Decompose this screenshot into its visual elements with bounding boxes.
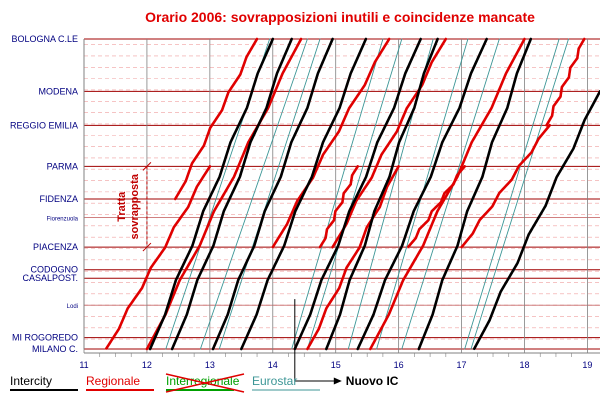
- x-tick-label-14: 14: [268, 360, 278, 370]
- station-label-mi-rogoredo: MI ROGOREDO: [12, 333, 78, 343]
- callout-arrowhead: [333, 377, 342, 385]
- eurostar-train-2: [218, 38, 321, 350]
- series-regionale: [104, 37, 586, 351]
- station-label-bologna-c-le: BOLOGNA C.LE: [11, 34, 78, 44]
- regionale-train-4: [331, 37, 448, 249]
- eurostar-train-4: [306, 38, 403, 350]
- station-label-casalpost: CASALPOST.: [22, 273, 78, 283]
- eurostar-train-9: [470, 38, 569, 350]
- legend-label-eurostar: Eurostar: [252, 374, 297, 388]
- station-label-parma: PARMA: [47, 161, 78, 171]
- annotations: Tratta sovrapposta Nuovo IC: [116, 162, 399, 388]
- intercity-train-7: [417, 37, 533, 351]
- intercity-train-0: [148, 37, 275, 351]
- hour-gridlines: [83, 39, 600, 354]
- intercity-train-5: [325, 37, 439, 351]
- x-tick-label-12: 12: [142, 360, 152, 370]
- overlap-label-tratta: Tratta: [116, 191, 128, 222]
- legend-strike-b: [165, 373, 245, 393]
- regionale-train-10: [406, 165, 466, 249]
- station-label-modena: MODENA: [38, 86, 78, 96]
- overlap-label-sovrapposta: sovrapposta: [129, 173, 141, 239]
- regionale-train-8: [460, 124, 551, 249]
- station-label-lodi: Lodi: [67, 304, 78, 310]
- legend-label-intercity: Intercity: [10, 374, 52, 388]
- intercity-train-3: [240, 37, 368, 351]
- x-tick-label-11: 11: [79, 360, 88, 370]
- station-label-fiorenzuola: Fiorenzuola: [47, 216, 79, 222]
- station-label-fidenza: FIDENZA: [39, 194, 78, 204]
- station-label-reggio-emilia: REGGIO EMILIA: [10, 120, 78, 130]
- overlap-bracket-top: [142, 162, 152, 171]
- station-labels: BOLOGNA C.LE MODENA REGGIO EMILIA PARMA FIDE…: [10, 34, 79, 354]
- legend: Intercity Regionale Interregionale Eurostar: [10, 373, 320, 393]
- intercity-train-6: [356, 37, 488, 351]
- eurostar-train-3: [291, 38, 384, 350]
- regionale-train-9: [545, 37, 586, 127]
- series-intercity: [148, 37, 600, 351]
- x-tick-label-17: 17: [457, 360, 467, 370]
- station-label-codogno: CODOGNO: [30, 265, 78, 275]
- intercity-train-8: [472, 90, 600, 351]
- regionale-train-5: [318, 165, 359, 249]
- eurostar-train-7: [401, 38, 500, 350]
- x-tick-label-15: 15: [331, 360, 341, 370]
- eurostar-train-8: [464, 38, 560, 350]
- intercity-train-2: [211, 37, 334, 351]
- chart-title: Orario 2006: sovrapposizioni inutili e c…: [145, 9, 535, 25]
- station-label-milano-c: MILANO C.: [32, 344, 78, 354]
- station-label-piacenza: PIACENZA: [33, 242, 78, 252]
- x-tick-label-19: 19: [582, 360, 592, 370]
- overlap-bracket-bottom: [142, 242, 152, 252]
- regionale-train-0: [104, 165, 212, 351]
- legend-label-regionale: Regionale: [86, 374, 140, 388]
- intercity-train-4: [293, 37, 422, 351]
- regionale-train-1: [173, 37, 259, 201]
- intercity-train-1: [170, 37, 293, 351]
- regionale-train-7: [369, 37, 526, 351]
- regionale-train-6: [306, 165, 400, 351]
- regionale-train-3: [271, 37, 391, 249]
- eurostar-train-1: [199, 38, 308, 350]
- x-axis-ticks: 11 12 13 14 15 16 17 18 19: [79, 353, 592, 370]
- callout-label: Nuovo IC: [346, 374, 399, 388]
- regionale-train-2: [145, 37, 303, 351]
- x-tick-label-18: 18: [519, 360, 529, 370]
- x-tick-label-16: 16: [394, 360, 404, 370]
- train-series: [104, 37, 600, 351]
- x-tick-label-13: 13: [205, 360, 215, 370]
